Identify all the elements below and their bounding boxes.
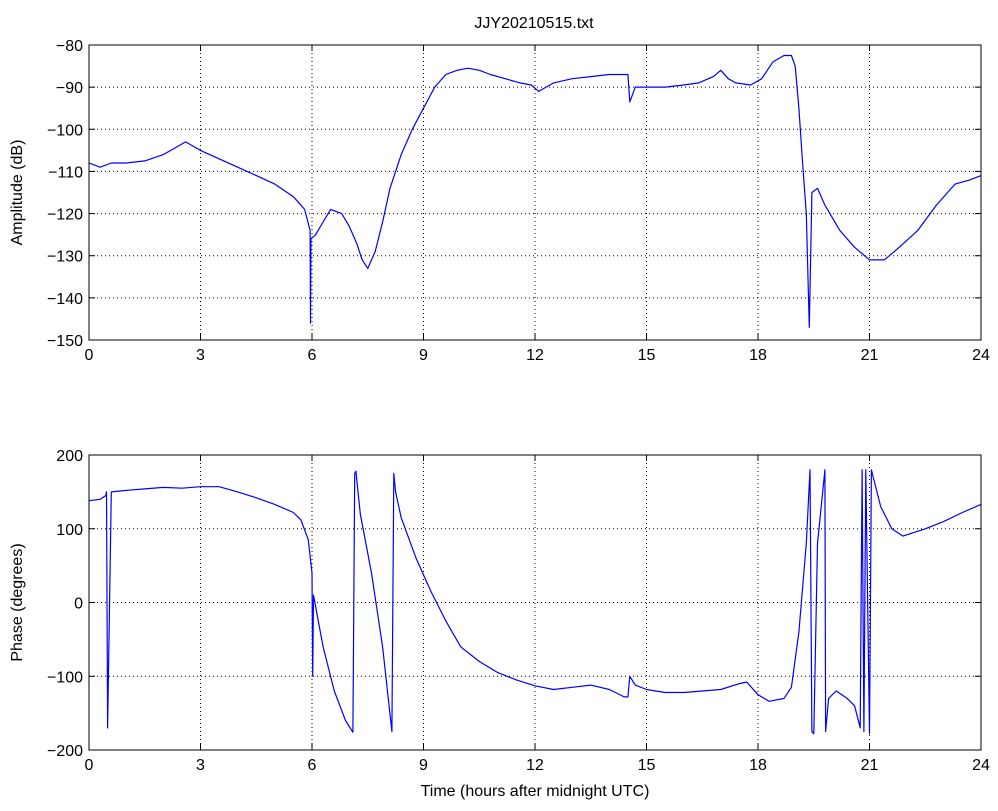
amplitude-ytick-label: −80 [56, 38, 83, 55]
phase-ytick-label: 100 [56, 522, 83, 539]
amplitude-plot: 0 3 6 9 12 15 18 21 24 −150 −140 −130 −120 −110 −100 −9… [9, 38, 990, 364]
amplitude-xtick-label: 12 [526, 347, 544, 364]
phase-ytick-label: −200 [47, 743, 83, 760]
phase-xtick-label: 15 [638, 757, 656, 774]
phase-xtick-label: 3 [196, 757, 205, 774]
phase-series-line [88, 469, 982, 735]
phase-xtick-label: 9 [419, 757, 428, 774]
amplitude-xtick-label: 21 [861, 347, 879, 364]
phase-ylabel: Phase (degrees) [9, 543, 26, 661]
amplitude-ytick-label: −120 [47, 207, 83, 224]
amplitude-xtick-label: 9 [419, 347, 428, 364]
phase-xtick-label: 21 [861, 757, 879, 774]
amplitude-ylabel: Amplitude (dB) [9, 140, 26, 246]
amplitude-ytick-label: −90 [56, 80, 83, 97]
phase-ytick-label: 200 [56, 448, 83, 465]
phase-xtick-label: 12 [526, 757, 544, 774]
amplitude-series-line [88, 54, 982, 328]
phase-xtick-label: 6 [308, 757, 317, 774]
amplitude-xtick-label: 0 [85, 347, 94, 364]
amplitude-xtick-label: 18 [749, 347, 767, 364]
amplitude-ytick-label: −110 [48, 164, 83, 181]
amplitude-xtick-label: 3 [196, 347, 205, 364]
amplitude-ytick-label: −150 [47, 333, 83, 350]
amplitude-xtick-label: 24 [972, 347, 990, 364]
phase-ytick-label: 0 [74, 596, 83, 613]
phase-xtick-label: 0 [85, 757, 94, 774]
phase-ytick-label: −100 [47, 669, 83, 686]
phase-xlabel: Time (hours after midnight UTC) [421, 783, 650, 800]
phase-plot: 0 3 6 9 12 15 18 21 24 −200 −100 0 100 200 Phase (degr… [9, 448, 990, 800]
amplitude-ytick-label: −100 [47, 122, 83, 139]
phase-xtick-label: 18 [749, 757, 767, 774]
amplitude-xtick-label: 15 [638, 347, 656, 364]
phase-xtick-label: 24 [972, 757, 990, 774]
amplitude-ytick-label: −140 [47, 291, 83, 308]
amplitude-ytick-label: −130 [47, 249, 83, 266]
amplitude-xtick-label: 6 [308, 347, 317, 364]
figure-title: JJY20210515.txt [474, 15, 594, 32]
